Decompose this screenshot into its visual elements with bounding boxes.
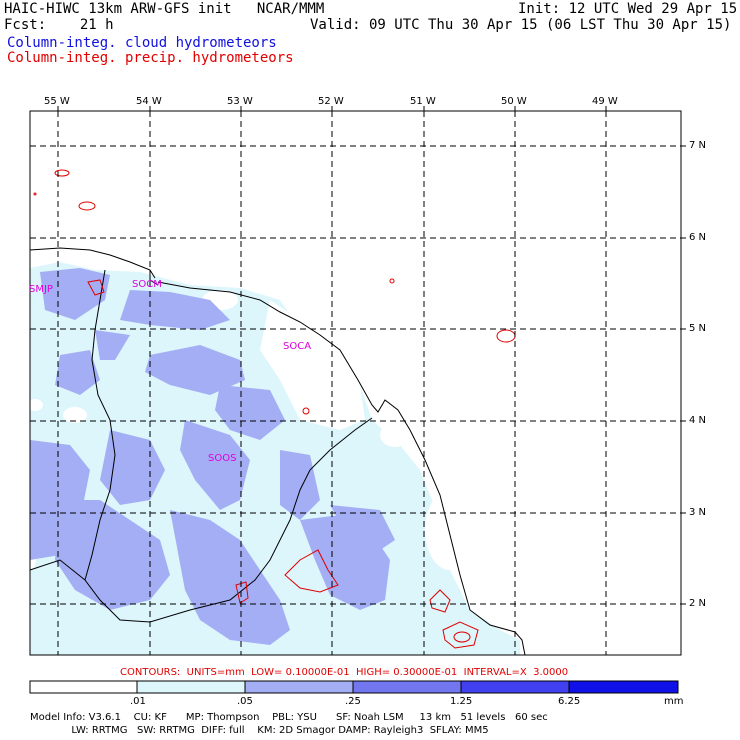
- lat-lon-grid: [30, 111, 681, 655]
- legend-cloud: Column-integ. cloud hydrometeors: [7, 35, 277, 51]
- lat-label: 7 N: [689, 140, 707, 151]
- station-label: SOCM: [132, 279, 162, 290]
- station-label: SOOS: [208, 453, 237, 464]
- lon-label: 55 W: [44, 96, 70, 107]
- lon-label: 51 W: [410, 96, 436, 107]
- colorbar-tick: .01: [130, 696, 146, 707]
- colorbar-tick: .25: [345, 696, 361, 707]
- lon-label: 54 W: [136, 96, 162, 107]
- colorbar: [29, 680, 679, 694]
- contours-info: CONTOURS: UNITS=mm LOW= 0.10000E-01 HIGH…: [120, 667, 569, 678]
- lon-label: 52 W: [318, 96, 344, 107]
- map-frame: [29, 110, 682, 656]
- station-label: SOCA: [283, 341, 312, 352]
- lat-label: 2 N: [689, 598, 707, 609]
- legend-precip: Column-integ. precip. hydrometeors: [7, 50, 294, 66]
- colorbar-tick: 1.25: [450, 696, 473, 707]
- valid-time: Valid: 09 UTC Thu 30 Apr 15 (06 LST Thu …: [310, 17, 732, 33]
- forecast-hour: Fcst: 21 h: [4, 17, 114, 33]
- colorbar-tick: 6.25: [558, 696, 581, 707]
- lon-label: 49 W: [592, 96, 618, 107]
- lon-label: 53 W: [227, 96, 253, 107]
- title-left: HAIC-HIWC 13km ARW-GFS init NCAR/MMM: [4, 1, 325, 17]
- lat-label: 6 N: [689, 232, 707, 243]
- lat-label: 4 N: [689, 415, 707, 426]
- model-info-line2: LW: RRTMG SW: RRTMG DIFF: full KM: 2D Sm…: [30, 725, 489, 736]
- colorbar-unit: mm: [664, 696, 684, 707]
- model-info-line1: Model Info: V3.6.1 CU: KF MP: Thompson P…: [30, 712, 548, 723]
- precip-contours: [33, 169, 516, 649]
- station-label: SMJP: [29, 284, 53, 295]
- coastline: [29, 247, 526, 656]
- init-time: Init: 12 UTC Wed 29 Apr 15: [518, 1, 738, 17]
- lon-label: 50 W: [501, 96, 527, 107]
- lat-label: 3 N: [689, 507, 707, 518]
- colorbar-tick: .05: [237, 696, 253, 707]
- lat-label: 5 N: [689, 323, 707, 334]
